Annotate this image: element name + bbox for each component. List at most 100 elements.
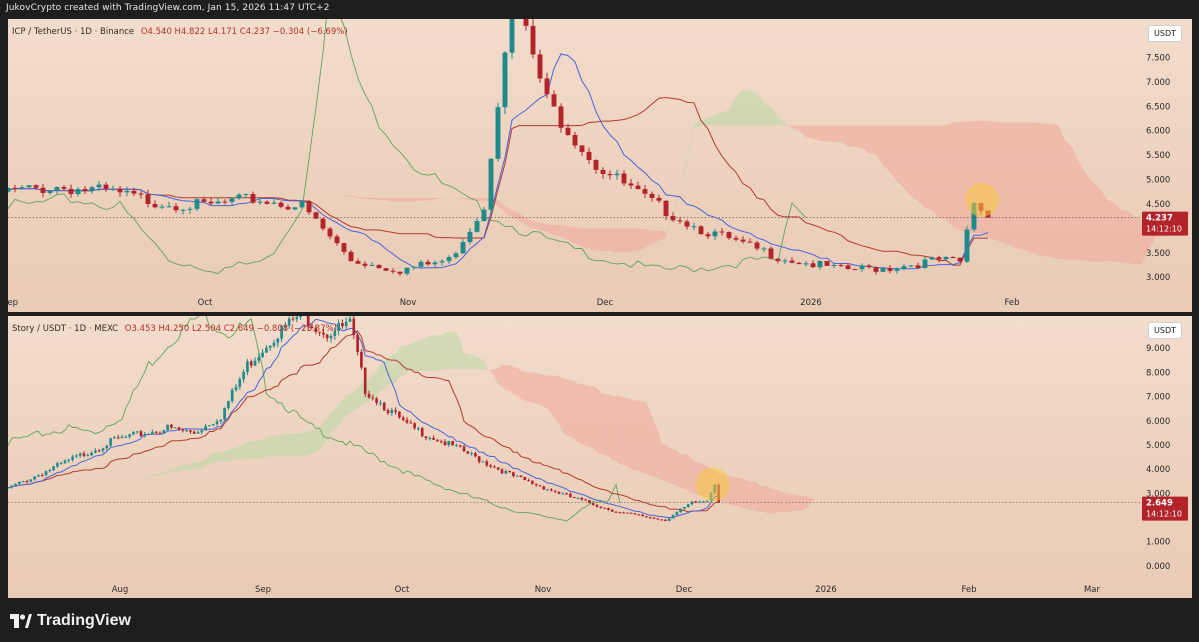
candle-body	[82, 188, 88, 191]
ichimoku-cloud-segment	[519, 213, 526, 226]
candle-body	[477, 456, 481, 462]
ichimoku-cloud-segment	[737, 477, 742, 508]
candle-body	[443, 441, 447, 446]
ichimoku-cloud-segment	[743, 89, 750, 126]
candle-body	[447, 440, 451, 446]
ichimoku-cloud-segment	[764, 486, 768, 514]
candle-body	[418, 261, 424, 267]
candle-body	[530, 25, 536, 55]
ichimoku-cloud-segment	[627, 397, 632, 470]
icp-chart-svg[interactable]: 7.500 7.000 6.500 6.000 5.500 5.000 4.500 3.500…	[8, 19, 1192, 312]
y-axis-tick-label: 6.500	[1146, 102, 1170, 112]
candle-body	[82, 453, 86, 456]
candle-body	[238, 379, 242, 387]
ichimoku-cloud-segment	[741, 478, 746, 509]
icp-chart-pane[interactable]: ICP / TetherUS · 1D · Binance O4.540 H4.…	[8, 19, 1192, 312]
candle-body	[268, 345, 272, 348]
ichimoku-cloud-segment	[918, 125, 925, 208]
candle-body	[915, 265, 921, 269]
x-axis-tick-label: Oct	[395, 585, 410, 595]
ichimoku-cloud-segment	[981, 120, 988, 238]
ichimoku-cloud-segment	[596, 228, 603, 251]
candle-body	[551, 94, 557, 107]
candle-body	[113, 437, 116, 439]
ichimoku-cloud-segment	[597, 387, 601, 455]
story-currency-button[interactable]: USDT	[1148, 322, 1182, 339]
ichimoku-cloud-segment	[733, 477, 738, 506]
candle-body	[600, 169, 606, 175]
candle-body	[71, 456, 74, 460]
candle-body	[284, 325, 287, 327]
candle-body	[569, 493, 572, 497]
x-axis-tick-label: Dec	[597, 298, 614, 308]
candle-body	[824, 260, 830, 266]
ichimoku-cloud-segment	[407, 344, 411, 372]
candle-body	[67, 459, 71, 461]
ichimoku-cloud-segment	[612, 396, 616, 461]
last-price-value: 2.649	[1146, 499, 1173, 509]
ichimoku-cloud-segment	[688, 455, 692, 493]
icp-currency-button[interactable]: USDT	[1148, 25, 1182, 42]
candle-body	[831, 264, 837, 266]
candle-body	[572, 496, 576, 499]
ichimoku-cloud-segment	[386, 197, 393, 202]
candle-body	[185, 430, 188, 432]
y-axis-tick-label: 5.500	[1146, 151, 1170, 161]
candle-body	[230, 389, 234, 402]
ichimoku-cloud-segment	[175, 466, 179, 472]
candle-body	[481, 209, 487, 222]
candle-body	[109, 438, 112, 446]
ichimoku-cloud-segment	[771, 488, 776, 514]
ichimoku-cloud-segment	[778, 116, 785, 126]
ichimoku-cloud-segment	[932, 125, 939, 218]
candle-body	[145, 194, 151, 205]
ichimoku-cloud-segment	[1065, 140, 1072, 260]
candle-body	[151, 431, 154, 434]
tradingview-logo-icon	[10, 614, 32, 628]
ichimoku-cloud-segment	[304, 430, 309, 457]
ichimoku-cloud-segment	[217, 452, 221, 462]
ichimoku-cloud-segment	[631, 228, 638, 252]
ichimoku-cloud-segment	[946, 122, 953, 227]
candle-body	[436, 439, 439, 442]
candle-body	[33, 476, 36, 480]
ichimoku-cloud-segment	[540, 222, 547, 233]
x-axis-tick-label: Nov	[535, 585, 552, 595]
story-chart-pane[interactable]: Story / USDT · 1D · MEXC O3.453 H4.250 L…	[8, 316, 1192, 598]
candle-body	[68, 188, 74, 195]
candle-body	[664, 519, 667, 522]
ichimoku-cloud-segment	[205, 454, 210, 467]
ichimoku-cloud-segment	[228, 447, 233, 462]
ichimoku-cloud-segment	[554, 224, 561, 237]
candle-body	[103, 184, 109, 189]
ichimoku-cloud-segment	[570, 379, 575, 439]
ichimoku-cloud-segment	[669, 447, 673, 485]
highlight-circle	[965, 182, 999, 217]
candle-body	[117, 188, 123, 193]
candle-body	[432, 262, 438, 265]
ichimoku-cloud-segment	[471, 354, 476, 370]
candle-body	[170, 424, 173, 428]
candle-body	[333, 330, 337, 336]
candle-body	[733, 238, 739, 240]
ichimoku-cloud-segment	[350, 392, 354, 414]
candle-body	[261, 352, 264, 357]
ichimoku-cloud-segment	[479, 357, 483, 370]
story-symbol-title: Story / USDT · 1D · MEXC	[12, 324, 119, 334]
x-axis-tick-label: 2026	[815, 585, 837, 595]
ichimoku-cloud-segment	[331, 409, 335, 433]
candle-body	[929, 257, 935, 260]
tradingview-logo[interactable]: TradingView	[10, 612, 131, 630]
story-chart-svg[interactable]: 9.000 8.000 7.000 6.000 5.000 4.000 3.000 1.000…	[8, 316, 1192, 598]
ichimoku-cloud-segment	[342, 394, 347, 421]
candle-body	[439, 441, 443, 443]
y-axis-tick-label: 6.000	[1146, 417, 1170, 427]
ichimoku-cloud-segment	[768, 486, 772, 514]
ichimoku-cloud-segment	[358, 196, 365, 200]
candle-body	[474, 221, 480, 232]
candle-body	[75, 188, 81, 195]
ichimoku-cloud-segment	[722, 110, 729, 126]
ichimoku-cloud-segment	[194, 461, 198, 469]
tenkan-sen-line	[8, 53, 989, 270]
candle-body	[78, 453, 82, 456]
